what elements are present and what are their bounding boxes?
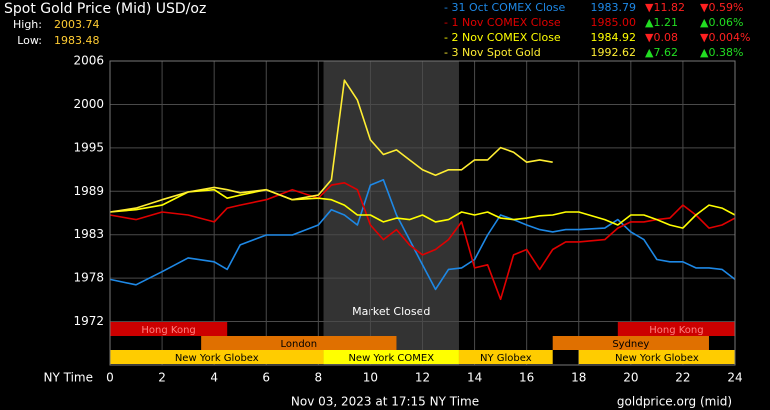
y-tick-label: 2006 — [73, 54, 104, 68]
footer: Nov 03, 2023 at 17:15 NY Time — [291, 395, 479, 409]
low-value: 1983.48 — [54, 34, 100, 47]
low-label: Low: — [17, 34, 42, 47]
x-tick-label: 12 — [415, 371, 430, 385]
x-tick-label: 24 — [727, 371, 742, 385]
market-closed-label: Market Closed — [352, 305, 430, 318]
x-tick-label: 18 — [571, 371, 586, 385]
series-line — [109, 79, 553, 213]
series-line — [109, 182, 736, 301]
session-band — [110, 350, 324, 364]
session-label: New York Globex — [615, 353, 699, 364]
legend-price: 1983.79 — [591, 1, 637, 14]
legend-price: 1984.92 — [591, 31, 637, 44]
session-label: Hong Kong — [649, 325, 703, 336]
x-tick-label: 6 — [262, 371, 270, 385]
x-tick-label: 16 — [519, 371, 534, 385]
market-closed — [323, 61, 459, 365]
x-tick-label: 20 — [623, 371, 638, 385]
high-value: 2003.74 — [54, 18, 100, 31]
session-band — [201, 336, 397, 350]
x-tick-label: 14 — [467, 371, 482, 385]
legend-change: ▼0.08 — [645, 31, 678, 44]
session-label: NY Globex — [480, 353, 532, 364]
legend-price: 1985.00 — [591, 16, 637, 29]
session-label: Sydney — [612, 339, 649, 350]
high-label: High: — [13, 18, 42, 31]
x-tick-label: 10 — [363, 371, 378, 385]
plot-border — [109, 60, 736, 366]
x-tick-label: 4 — [210, 371, 218, 385]
session-label: London — [280, 339, 317, 350]
y-tick-label: 1978 — [73, 271, 104, 285]
x-axis-label: NY Time — [44, 371, 94, 385]
x-tick-label: 0 — [106, 371, 114, 385]
x-tick-label: 22 — [675, 371, 690, 385]
session-label: New York COMEX — [348, 353, 434, 364]
y-tick-label: 1972 — [73, 314, 104, 328]
session-band — [578, 350, 735, 364]
legend-name: - 1 Nov COMEX Close — [444, 16, 561, 29]
legend-change: ▲1.21 — [645, 16, 678, 29]
legend-name: - 31 Oct COMEX Close — [444, 1, 565, 14]
legend-pct: ▼0.59% — [700, 1, 743, 14]
session-band — [552, 336, 709, 350]
x-tick-label: 2 — [158, 371, 166, 385]
session-band — [323, 350, 459, 364]
chart-title: Spot Gold Price (Mid) USD/oz — [4, 1, 206, 17]
session-label: New York Globex — [175, 353, 259, 364]
session-label: Hong Kong — [141, 325, 195, 336]
legend-name: - 3 Nov Spot Gold — [444, 46, 541, 59]
series-line — [109, 179, 736, 291]
legend-pct: ▲0.06% — [700, 16, 743, 29]
session-band — [458, 350, 553, 364]
y-tick-label: 1983 — [73, 227, 104, 241]
legend-change: ▼11.82 — [645, 1, 685, 14]
legend-price: 1992.62 — [591, 46, 637, 59]
y-tick-label: 1989 — [73, 184, 104, 198]
legend-pct: ▼0.004% — [700, 31, 750, 44]
legend-change: ▲7.62 — [645, 46, 678, 59]
y-tick-label: 1995 — [73, 140, 104, 154]
legend-pct: ▲0.38% — [700, 46, 743, 59]
source: goldprice.org (mid) — [617, 395, 732, 409]
session-band — [110, 322, 228, 336]
y-tick-label: 2000 — [73, 97, 104, 111]
legend-name: - 2 Nov COMEX Close — [444, 31, 561, 44]
session-band — [617, 322, 735, 336]
x-tick-label: 8 — [315, 371, 323, 385]
